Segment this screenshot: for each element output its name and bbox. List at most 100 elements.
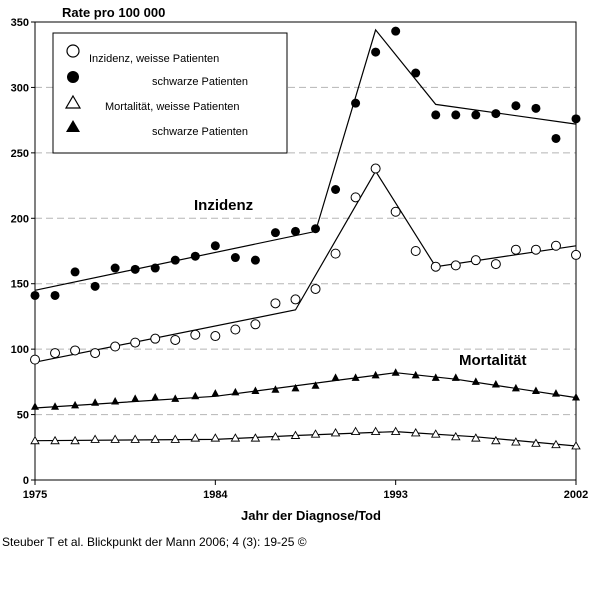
data-point [270, 228, 280, 238]
y-axis-label: Rate pro 100 000 [62, 5, 165, 20]
data-point [370, 163, 381, 174]
data-point [130, 337, 141, 348]
data-point [430, 429, 441, 438]
data-point [51, 402, 60, 410]
data-point [290, 294, 301, 305]
data-point [250, 255, 260, 265]
chart: 0 50 100 150 200 250 300 350 1975 1984 1993 2002 R… [11, 5, 589, 523]
data-point [131, 394, 140, 402]
source-caption: Steuber T et al. Blickpunkt der Mann 200… [2, 535, 307, 549]
data-point [510, 244, 521, 255]
legend-label-mortality-black: schwarze Patienten [152, 126, 248, 138]
data-point [30, 435, 40, 445]
legend: Inzidenz, weisse Patienten schwarze Pati… [52, 32, 288, 154]
data-point [410, 427, 421, 437]
data-point [190, 329, 201, 340]
data-point [350, 426, 361, 436]
data-point [130, 434, 140, 443]
data-point [290, 226, 300, 236]
data-point [90, 281, 100, 291]
data-point [110, 434, 120, 443]
data-point [511, 383, 520, 392]
data-point [331, 184, 341, 194]
data-point [310, 429, 321, 438]
data-point [551, 389, 560, 397]
data-point [491, 379, 500, 388]
x-tick-label: 1984 [203, 489, 228, 501]
data-point [190, 433, 201, 442]
data-point [390, 426, 401, 436]
data-point [90, 348, 101, 359]
trend-line [34, 430, 577, 447]
data-point [171, 394, 180, 402]
data-point [471, 110, 481, 120]
data-point [230, 324, 241, 335]
data-point [210, 241, 220, 251]
data-point [291, 383, 300, 392]
data-point [351, 98, 361, 108]
x-tick-label: 1975 [23, 489, 47, 501]
data-point [451, 373, 460, 381]
data-point [211, 389, 220, 397]
data-points [30, 26, 581, 450]
data-point [371, 47, 381, 57]
data-point [230, 253, 240, 263]
legend-label-mortality-white: Mortalität, weisse Patienten [105, 101, 240, 113]
data-point [50, 435, 60, 445]
data-point [471, 377, 480, 385]
y-tick-label: 150 [11, 279, 29, 291]
data-point [30, 354, 40, 365]
legend-marker-open-triangle [64, 94, 82, 109]
data-point [231, 387, 240, 396]
legend-label-incidence-white: Inzidenz, weisse Patienten [89, 53, 219, 65]
data-point [571, 249, 581, 260]
data-point [271, 385, 280, 393]
data-point [491, 109, 501, 119]
y-tick-label: 350 [11, 17, 29, 29]
data-point [170, 255, 180, 265]
data-point [450, 260, 461, 271]
data-point [230, 433, 241, 442]
data-point [390, 206, 401, 217]
data-point [550, 240, 561, 251]
data-point [50, 290, 60, 300]
y-axis: 0 50 100 150 200 250 300 350 [11, 17, 35, 487]
data-point [70, 345, 81, 356]
data-point [370, 426, 381, 436]
legend-box [52, 32, 288, 154]
data-point [90, 434, 100, 443]
legend-label-incidence-black: schwarze Patienten [152, 76, 248, 88]
data-point [531, 386, 540, 395]
data-point [210, 433, 221, 442]
data-point [350, 192, 361, 203]
data-point [91, 398, 100, 406]
legend-marker-filled-circle [67, 71, 79, 83]
x-axis-label: Jahr der Diagnose/Tod [241, 508, 381, 523]
x-tick-label: 2002 [564, 489, 588, 501]
data-point [170, 434, 181, 443]
data-point [151, 393, 160, 401]
data-point [210, 331, 221, 342]
annotation-inzidenz: Inzidenz [194, 197, 253, 214]
annotation-mortalitaet: Mortalität [459, 352, 527, 369]
data-point [571, 441, 581, 450]
data-point [270, 431, 281, 441]
x-axis: 1975 1984 1993 2002 [23, 480, 588, 501]
data-point [250, 433, 261, 442]
data-point [130, 264, 140, 274]
data-point [191, 391, 200, 400]
data-point [530, 244, 541, 255]
data-point [511, 101, 521, 111]
data-point [391, 368, 400, 376]
data-point [330, 427, 341, 437]
trend-line [34, 28, 577, 291]
data-point [551, 133, 561, 143]
data-point [431, 110, 441, 120]
data-point [150, 434, 160, 443]
data-point [110, 263, 120, 273]
data-point [310, 283, 321, 294]
data-point [430, 261, 441, 272]
x-tick-label: 1993 [383, 489, 407, 501]
y-tick-label: 50 [17, 410, 29, 422]
data-point [471, 433, 481, 442]
